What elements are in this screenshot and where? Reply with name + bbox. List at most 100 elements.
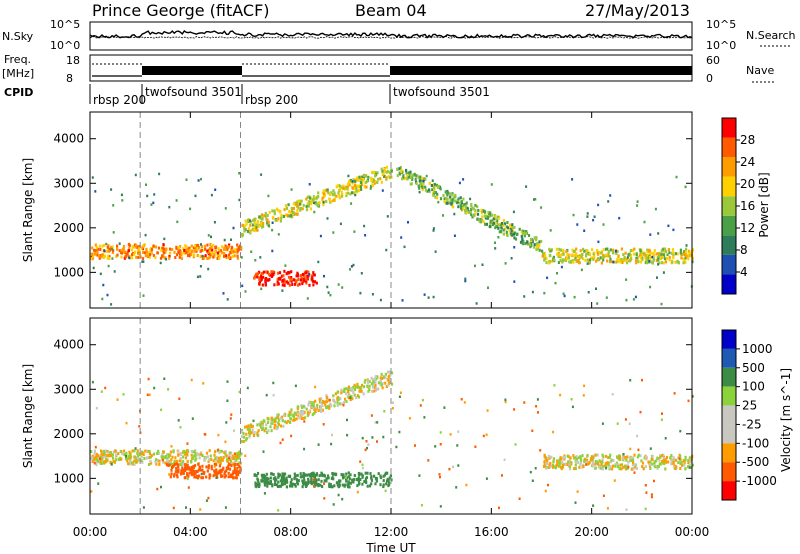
velocity-scatter-cell bbox=[358, 482, 361, 486]
velocity-scatter-cell bbox=[264, 476, 267, 480]
velocity-noise-cell bbox=[628, 422, 631, 425]
power-scatter-cell bbox=[276, 280, 279, 284]
power-scatter-cell bbox=[489, 222, 492, 226]
power-scatter-cell bbox=[278, 277, 281, 281]
power-scatter-cell bbox=[398, 171, 401, 175]
velocity-scatter-cell bbox=[644, 457, 648, 461]
velocity-noise-cell bbox=[691, 395, 694, 398]
power-noise-cell bbox=[625, 278, 628, 281]
power-scatter-cell bbox=[486, 216, 489, 219]
power-noise-cell bbox=[407, 221, 409, 224]
power-scatter-cell bbox=[208, 249, 211, 253]
power-scatter-cell bbox=[583, 249, 586, 253]
power-scatter-cell bbox=[477, 209, 480, 212]
velocity-scatter-cell bbox=[283, 482, 286, 486]
power-noise-cell bbox=[667, 224, 670, 228]
velocity-scatter-cell bbox=[635, 467, 638, 470]
velocity-noise-cell bbox=[361, 436, 364, 440]
power-scatter-cell bbox=[273, 212, 276, 216]
velocity-scatter-cell bbox=[100, 462, 103, 465]
velocity-scatter-cell bbox=[318, 474, 321, 478]
velocity-scatter-cell bbox=[177, 468, 180, 472]
velocity-noise-cell bbox=[384, 489, 387, 493]
power-scatter-layer bbox=[90, 165, 695, 306]
velocity-scatter-cell bbox=[351, 388, 354, 392]
power-scatter-cell bbox=[571, 248, 574, 252]
velocity-noise-cell bbox=[224, 440, 227, 443]
velocity-scatter-cell bbox=[561, 463, 564, 467]
velocity-scatter-cell bbox=[324, 403, 327, 407]
power-x-ticks bbox=[89, 112, 693, 308]
power-noise-cell bbox=[540, 206, 543, 209]
velocity-scatter-cell bbox=[179, 452, 182, 456]
velocity-scatter-cell bbox=[109, 451, 112, 455]
power-scatter-cell bbox=[406, 177, 409, 181]
velocity-scatter-cell bbox=[237, 473, 240, 477]
power-scatter-cell bbox=[433, 188, 436, 192]
power-noise-cell bbox=[250, 250, 253, 253]
velocity-scatter-cell bbox=[281, 472, 284, 476]
velocity-noise-cell bbox=[552, 430, 555, 434]
velocity-scatter-cell bbox=[277, 413, 280, 417]
velocity-scatter-cell bbox=[167, 453, 170, 457]
power-scatter-cell bbox=[418, 186, 421, 190]
freq-right-tick-bottom: 0 bbox=[706, 72, 713, 85]
power-scatter-cell bbox=[691, 256, 694, 260]
velocity-noise-cell bbox=[238, 390, 241, 394]
velocity-scatter-cell bbox=[135, 456, 139, 460]
power-noise-cell bbox=[595, 287, 597, 290]
power-noise-cell bbox=[618, 216, 621, 220]
power-scatter-cell bbox=[646, 250, 649, 254]
power-scatter-cell bbox=[557, 251, 560, 255]
velocity-noise-cell bbox=[539, 449, 542, 452]
power-scatter-cell bbox=[345, 194, 348, 198]
power-scatter-cell bbox=[506, 234, 509, 237]
velocity-noise-cell bbox=[277, 509, 280, 512]
velocity-scatter-cell bbox=[608, 455, 611, 459]
power-scatter-cell bbox=[209, 253, 212, 256]
velocity-scatter-cell bbox=[263, 419, 266, 423]
velocity-scatter-cell bbox=[370, 376, 373, 380]
power-scatter-cell bbox=[585, 254, 588, 258]
power-scatter-cell bbox=[292, 210, 295, 214]
velocity-scatter-cell bbox=[605, 454, 608, 458]
power-scatter-cell bbox=[653, 249, 656, 253]
power-scatter-cell bbox=[584, 258, 587, 262]
power-scatter-cell bbox=[277, 209, 280, 212]
power-scatter-cell bbox=[282, 274, 285, 278]
velocity-scatter-cell bbox=[357, 476, 360, 480]
velocity-colorbar-label: Velocity [m s^-1] bbox=[779, 368, 793, 472]
time-tick-label-1: 04:00 bbox=[173, 525, 208, 539]
power-scatter-cell bbox=[103, 243, 106, 247]
power-scatter-cell bbox=[379, 177, 382, 181]
velocity-noise-cell bbox=[199, 508, 202, 511]
velocity-scatter-cell bbox=[373, 474, 376, 478]
power-scatter-cell bbox=[664, 247, 667, 251]
power-scatter-cell bbox=[476, 212, 480, 216]
velocity-scatter-cell bbox=[181, 462, 184, 466]
power-noise-cell bbox=[105, 242, 108, 246]
power-scatter-cell bbox=[92, 255, 95, 259]
power-scatter-cell bbox=[404, 176, 407, 180]
power-scatter-cell bbox=[298, 282, 301, 286]
power-scatter-cell bbox=[297, 278, 300, 281]
velocity-scatter-cell bbox=[301, 485, 304, 489]
velocity-scatter-cell bbox=[379, 379, 382, 383]
velocity-scatter-cell bbox=[267, 429, 270, 433]
velocity-scatter-cell bbox=[264, 481, 268, 485]
power-scatter-cell bbox=[188, 246, 191, 250]
power-scatter-cell bbox=[512, 232, 515, 236]
power-scatter-cell bbox=[680, 253, 683, 257]
velocity-noise-cell bbox=[613, 479, 616, 482]
power-scatter-cell bbox=[303, 275, 306, 278]
velocity-scatter-cell bbox=[303, 481, 306, 485]
velocity-scatter-cell bbox=[260, 479, 263, 483]
velocity-noise-cell bbox=[456, 444, 459, 447]
velocity-scatter-cell bbox=[215, 463, 218, 467]
velocity-scatter-cell bbox=[295, 478, 298, 482]
power-scatter-cell bbox=[177, 246, 181, 250]
velocity-scatter-cell bbox=[274, 483, 277, 486]
power-scatter-cell bbox=[644, 256, 647, 260]
power-scatter-cell bbox=[560, 253, 563, 257]
power-scatter-cell bbox=[390, 169, 393, 173]
